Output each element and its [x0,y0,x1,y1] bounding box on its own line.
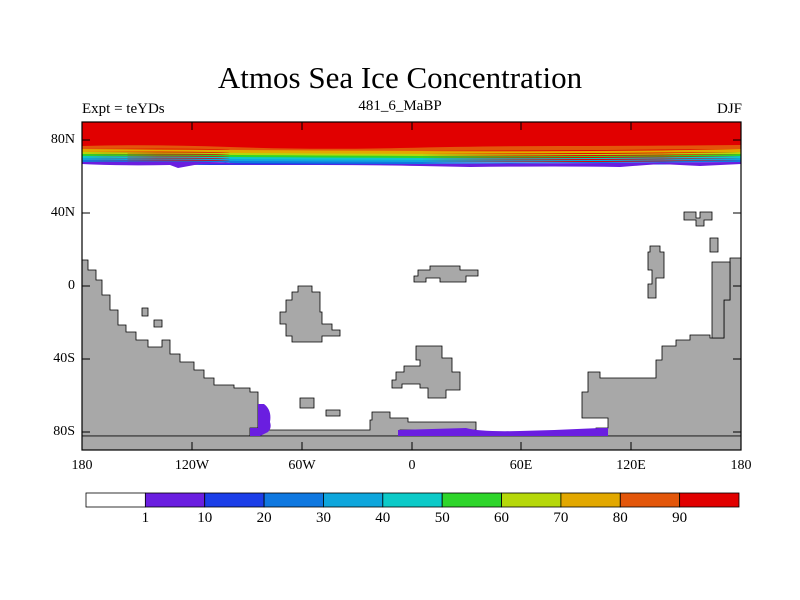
lon-label-120e: 120E [616,458,646,473]
colorbar-box-6 [441,492,502,508]
land-island-b [153,319,163,328]
colorbar-label-40: 40 [375,510,391,526]
southern-sea-ice [250,404,608,436]
colorbar-box-4 [323,492,384,508]
experiment-label: Expt = teYDs [82,101,165,117]
land-east-inner-block [711,261,731,339]
colorbar-label-1: 1 [141,510,150,526]
colorbar-box-5 [382,492,443,508]
colorbar-box-8 [560,492,621,508]
ice-band-70 [82,149,741,155]
colorbar-box-9 [619,492,681,508]
run-label: 481_6_MaBP [358,98,442,114]
map-title: Atmos Sea Ice Concentration [217,60,583,95]
lon-label-180w: 180 [71,458,93,473]
colorbar-box-10 [679,492,740,508]
lat-label-80s: 80S [53,424,75,439]
colorbar-box-3 [263,492,324,508]
lat-label-80n: 80N [50,132,75,147]
colorbar-label-10: 10 [197,510,213,526]
land-island-e [647,245,665,299]
colorbar-label-60: 60 [494,510,509,526]
colorbar-box-7 [501,492,562,508]
colorbar [85,492,740,508]
colorbar-box-0 [85,492,146,508]
land-island-a [141,307,149,317]
colorbar-label-20: 20 [256,510,272,526]
land-western-block [82,259,259,437]
ice-band-1 [82,161,741,168]
colorbar-label-80: 80 [612,510,628,526]
lat-label-40n: 40N [50,205,75,220]
colorbar-label-50: 50 [434,510,450,526]
ice-edge-east [398,428,608,436]
colorbar-label-70: 70 [553,510,569,526]
land-islet-c [299,397,315,409]
lon-label-60w: 60W [288,458,316,473]
ice-band-80 [82,145,741,152]
lon-label-180e: 180 [730,458,752,473]
lon-label-60e: 60E [509,458,533,473]
lat-label-40s: 40S [53,351,75,366]
colorbar-label-90: 90 [672,510,688,526]
season-label: DJF [716,101,742,117]
colorbar-label-30: 30 [316,510,331,526]
land-islet-d [325,409,341,417]
land-central-block [279,285,341,343]
lon-label-0: 0 [408,458,416,473]
lon-label-120w: 120W [174,458,210,473]
land-island-g [709,237,719,253]
land-north-strip [413,265,479,283]
map-plot-area [82,122,741,450]
ice-edge-west [250,404,271,436]
axis-ticks [82,122,741,450]
lat-label-0: 0 [68,278,75,293]
colorbar-box-1 [144,492,206,508]
land-island-f [683,211,713,227]
land-south-central-block [391,345,461,399]
colorbar-box-2 [204,492,265,508]
